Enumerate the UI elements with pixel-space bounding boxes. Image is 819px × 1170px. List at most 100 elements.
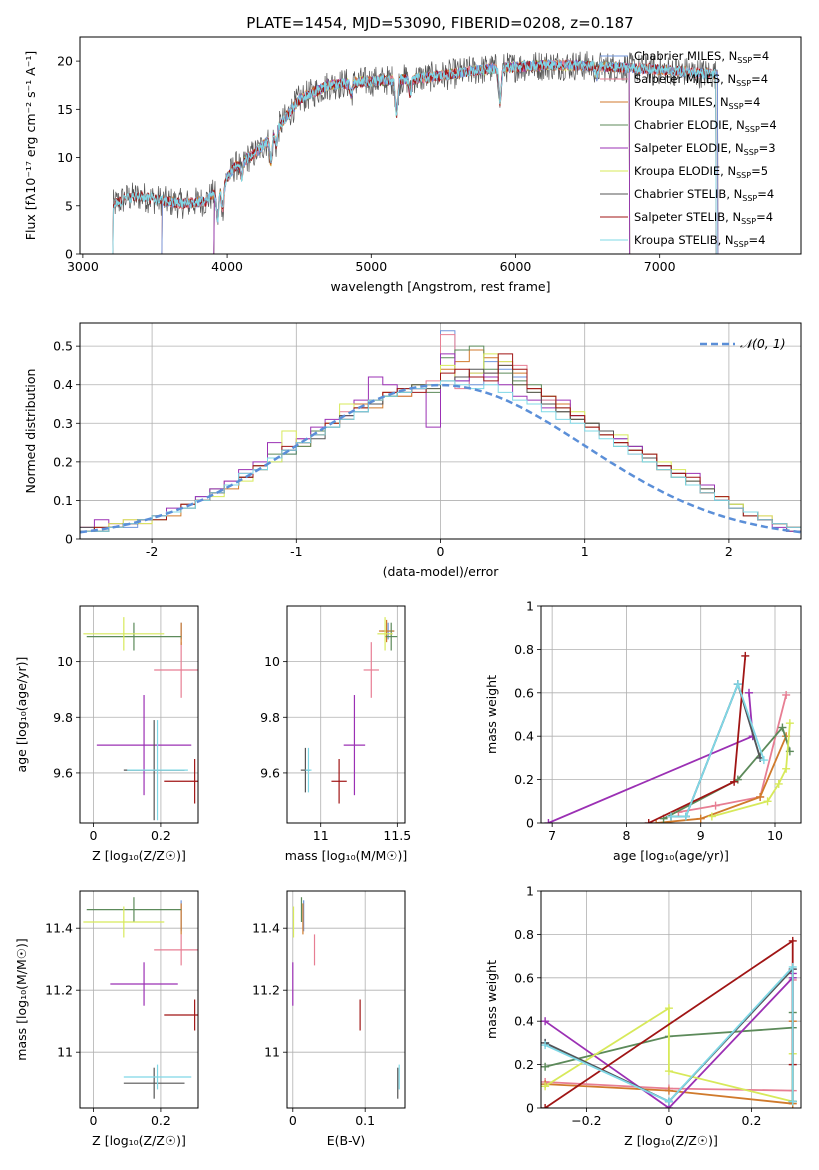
y-tick-label: 0.6 <box>514 970 534 985</box>
plot-area <box>300 617 398 804</box>
y-tick-label: 0 <box>65 247 73 262</box>
y-tick-label: 11.4 <box>45 921 73 936</box>
x-tick-label: 0 <box>90 828 98 843</box>
y-tick-label: 11.4 <box>252 921 280 936</box>
legend-label: Kroupa MILES, NSSP=4 <box>634 95 760 111</box>
x-axis-label: (data-model)/error <box>383 564 500 579</box>
normal-curve <box>80 383 801 534</box>
x-tick-label: 10 <box>767 828 783 843</box>
axes-frame <box>540 890 802 1109</box>
y-tick-label: 15 <box>57 102 73 117</box>
y-tick-label: 0.4 <box>514 729 534 744</box>
y-tick-label: 11 <box>264 1045 280 1060</box>
spectrum-line-chabrier-stelib <box>111 51 718 254</box>
y-axis-label: mass weight <box>484 675 499 754</box>
x-tick-label: 2 <box>725 544 733 559</box>
panel-mass_weight_vs_Z: −0.2 0 0.2 0 0.2 0.4 0.6 0.8 1 Z [log₁₀(Z/Z☉)] mas… <box>484 884 802 1148</box>
figure-title: PLATE=1454, MJD=53090, FIBERID=0208, z=0… <box>246 14 633 32</box>
y-tick-label: 0.6 <box>514 685 534 700</box>
weight-line-kroupa-stelib <box>671 681 765 818</box>
axes-frame <box>79 322 802 540</box>
plot-area <box>111 51 719 254</box>
legend-label: Chabrier MILES, NSSP=4 <box>634 49 769 65</box>
y-tick-label: 0.2 <box>53 454 73 469</box>
x-tick-label: 0.2 <box>742 1113 762 1128</box>
y-tick-label: 0.5 <box>53 339 73 354</box>
x-tick-label: −0.2 <box>571 1113 601 1128</box>
x-tick-label: 0.2 <box>151 1113 171 1128</box>
y-axis-label: mass [log₁₀(M/M☉)] <box>14 938 29 1060</box>
x-tick-label: 7 <box>548 828 556 843</box>
axes-frame <box>79 36 802 255</box>
x-tick-label: 11 <box>313 828 329 843</box>
legend-label: Kroupa ELODIE, NSSP=5 <box>634 164 768 180</box>
legend-label: 𝒩(0, 1) <box>740 336 786 351</box>
y-tick-label: 9.6 <box>53 765 73 780</box>
y-tick-label: 0.2 <box>514 772 534 787</box>
y-tick-label: 5 <box>65 198 73 213</box>
x-tick-label: 9 <box>697 828 705 843</box>
x-tick-label: 11.5 <box>383 828 411 843</box>
y-tick-label: 0.8 <box>514 642 534 657</box>
y-tick-label: 0 <box>526 816 534 831</box>
plot-area <box>83 897 198 1099</box>
panel-spectrum: 3000 4000 5000 6000 7000 0 5 10 15 20 wavelength [… <box>23 36 802 294</box>
axes-frame <box>286 605 406 824</box>
y-axis-label: mass weight <box>484 960 499 1039</box>
weight-line-chabrier-elodie <box>663 725 791 820</box>
y-tick-label: 0.4 <box>514 1014 534 1029</box>
legend-label: Chabrier ELODIE, NSSP=4 <box>634 118 777 134</box>
y-tick-label: 0 <box>65 532 73 547</box>
y-tick-label: 0 <box>526 1101 534 1116</box>
y-axis-label: Normed distribution <box>23 369 38 494</box>
x-axis-label: wavelength [Angstrom, rest frame] <box>330 279 550 294</box>
x-tick-label: -1 <box>290 544 302 559</box>
panel-age_vs_Z: 0 0.2 9.6 9.8 10 Z [log₁₀(Z/Z☉)] age [log₁₀(ag… <box>14 605 199 863</box>
axes-frame <box>79 890 199 1109</box>
y-tick-label: 0.2 <box>514 1057 534 1072</box>
panel-age_vs_mass: 11 11.5 9.6 9.8 10 mass [log₁₀(M/M☉)] <box>260 605 411 863</box>
y-axis-label: Flux [fλ10⁻¹⁷ erg cm⁻² s⁻¹ A⁻¹] <box>23 51 38 240</box>
y-tick-label: 9.6 <box>260 765 280 780</box>
y-tick-label: 0.4 <box>53 377 73 392</box>
x-tick-label: 1 <box>581 544 589 559</box>
weight-line-kroupa-stelib <box>544 964 794 1103</box>
y-tick-label: 11.2 <box>252 983 280 998</box>
x-tick-label: 7000 <box>644 259 676 274</box>
y-tick-label: 1 <box>526 884 534 899</box>
y-tick-label: 0.3 <box>53 416 73 431</box>
axes-frame <box>540 605 802 824</box>
panel-residuals: -2 -1 0 1 2 0 0.1 0.2 0.3 0.4 0.5 (data-model)/erro… <box>23 322 802 579</box>
x-tick-label: 4000 <box>211 259 243 274</box>
x-tick-label: 0 <box>437 544 445 559</box>
spectrum-line-kroupa-stelib <box>111 59 718 254</box>
x-axis-label: mass [log₁₀(M/M☉)] <box>285 848 407 863</box>
legend: Chabrier MILES, NSSP=4 Salpeter MILES, NS… <box>600 49 777 249</box>
panel-mass_vs_Z: 0 0.2 11 11.2 11.4 Z [log₁₀(Z/Z☉)] mass [log₁₀… <box>14 890 199 1148</box>
x-axis-label: Z [log₁₀(Z/Z☉)] <box>92 1133 186 1148</box>
y-tick-label: 20 <box>57 54 73 69</box>
x-tick-label: 6000 <box>500 259 532 274</box>
axes-frame <box>286 890 406 1109</box>
x-axis-label: Z [log₁₀(Z/Z☉)] <box>624 1133 718 1148</box>
weight-line-salpeter-miles <box>678 694 787 813</box>
y-tick-label: 10 <box>57 150 73 165</box>
x-axis-label: E(B-V) <box>327 1133 366 1148</box>
plot-area <box>541 936 797 1108</box>
x-tick-label: 0 <box>665 1113 673 1128</box>
y-tick-label: 9.8 <box>53 710 73 725</box>
weight-line-kroupa-miles <box>656 735 787 823</box>
legend-label: Kroupa STELIB, NSSP=4 <box>634 233 765 249</box>
y-tick-label: 10 <box>264 654 280 669</box>
y-tick-label: 10 <box>57 654 73 669</box>
y-axis-label: age [log₁₀(age/yr)] <box>14 657 29 773</box>
plot-area <box>80 330 801 534</box>
x-tick-label: 0.2 <box>151 828 171 843</box>
histogram-step-kroupa-stelib <box>80 380 801 532</box>
plot-area <box>544 651 794 823</box>
y-tick-label: 9.8 <box>260 710 280 725</box>
x-tick-label: 0 <box>90 1113 98 1128</box>
plot-area <box>83 617 198 821</box>
axes-frame <box>79 605 199 824</box>
